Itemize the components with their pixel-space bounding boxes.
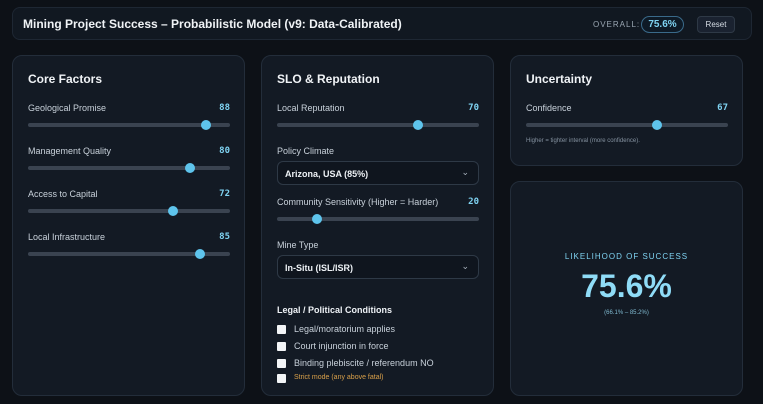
slider-track[interactable]	[28, 120, 230, 130]
slider-value: 67	[717, 103, 728, 113]
checkbox-label: Court injunction in force	[294, 341, 389, 351]
checkbox-label: Legal/moratorium applies	[294, 324, 396, 334]
checkbox-label: Binding plebiscite / referendum NO	[294, 358, 434, 368]
strict-mode-label: Strict mode (any above fatal)	[294, 374, 384, 381]
overall-label: OVERALL:	[593, 20, 641, 29]
slider-value: 88	[219, 103, 230, 113]
mine-type-label: Mine Type	[277, 240, 319, 250]
likelihood-label: LIKELIHOOD OF SUCCESS	[564, 252, 689, 261]
reset-button[interactable]: Reset	[697, 16, 735, 33]
slider-track[interactable]	[277, 120, 479, 130]
checkbox-box[interactable]	[277, 342, 286, 351]
slider-value: 70	[468, 103, 479, 113]
confidence-hint: Higher = tighter interval (more confiden…	[526, 138, 640, 144]
uncertainty-title: Uncertainty	[526, 72, 593, 86]
core-factors-title: Core Factors	[28, 72, 103, 86]
policy-climate-select[interactable]: Arizona, USA (85%) ⌄	[277, 161, 479, 185]
local-reputation-slider: Local Reputation 70	[277, 103, 479, 137]
mine-type-select[interactable]: In-Situ (ISL/ISR) ⌄	[277, 255, 479, 279]
access-to-capital-slider: Access to Capital 72	[28, 189, 230, 223]
slider-thumb[interactable]	[168, 206, 179, 216]
likelihood-range: (66.1% – 85.2%)	[604, 310, 649, 316]
checkbox-box[interactable]	[277, 325, 286, 334]
slider-label: Local Infrastructure	[28, 232, 106, 242]
community-sensitivity-slider: Community Sensitivity (Higher = Harder) …	[277, 197, 479, 231]
result-card: LIKELIHOOD OF SUCCESS 75.6% (66.1% – 85.…	[510, 181, 743, 396]
slider-value: 85	[219, 232, 230, 242]
management-quality-slider: Management Quality 80	[28, 146, 230, 180]
slider-track[interactable]	[28, 163, 230, 173]
legal-conditions-heading: Legal / Political Conditions	[277, 305, 393, 315]
core-factors-card: Core Factors Geological Promise 88 Manag…	[12, 55, 245, 396]
slider-thumb[interactable]	[184, 163, 195, 173]
likelihood-value: 75.6%	[581, 268, 672, 304]
slo-reputation-title: SLO & Reputation	[277, 72, 380, 86]
policy-climate-label: Policy Climate	[277, 146, 335, 156]
slider-label: Confidence	[526, 103, 572, 113]
mine-type-value: In-Situ (ISL/ISR)	[285, 263, 353, 273]
header-bar: Mining Project Success – Probabilistic M…	[12, 7, 752, 40]
slider-thumb[interactable]	[413, 120, 424, 130]
slider-value: 20	[468, 197, 479, 207]
page-title: Mining Project Success – Probabilistic M…	[23, 17, 402, 31]
slider-label: Management Quality	[28, 146, 112, 156]
confidence-slider: Confidence 67	[526, 103, 728, 137]
chevron-down-icon: ⌄	[461, 167, 469, 177]
slider-track[interactable]	[277, 214, 479, 224]
slider-label: Geological Promise	[28, 103, 107, 113]
slider-value: 80	[219, 146, 230, 156]
slider-thumb[interactable]	[200, 120, 211, 130]
slider-label: Community Sensitivity (Higher = Harder)	[277, 197, 439, 207]
slider-track[interactable]	[28, 206, 230, 216]
slider-value: 72	[219, 189, 230, 199]
policy-climate-value: Arizona, USA (85%)	[285, 169, 369, 179]
uncertainty-card: Uncertainty Confidence 67 Higher = tight…	[510, 55, 743, 166]
slider-track[interactable]	[526, 120, 728, 130]
checkbox-box[interactable]	[277, 374, 286, 383]
slider-track[interactable]	[28, 249, 230, 259]
chevron-down-icon: ⌄	[461, 261, 469, 271]
slo-reputation-card: SLO & Reputation Local Reputation 70 Pol…	[261, 55, 494, 396]
slider-label: Access to Capital	[28, 189, 98, 199]
slider-label: Local Reputation	[277, 103, 345, 113]
slider-thumb[interactable]	[312, 214, 323, 224]
slider-thumb[interactable]	[194, 249, 205, 259]
checkbox-box[interactable]	[277, 359, 286, 368]
slider-thumb[interactable]	[652, 120, 663, 130]
local-infrastructure-slider: Local Infrastructure 85	[28, 232, 230, 266]
geological-promise-slider: Geological Promise 88	[28, 103, 230, 137]
overall-badge: 75.6%	[641, 16, 684, 33]
